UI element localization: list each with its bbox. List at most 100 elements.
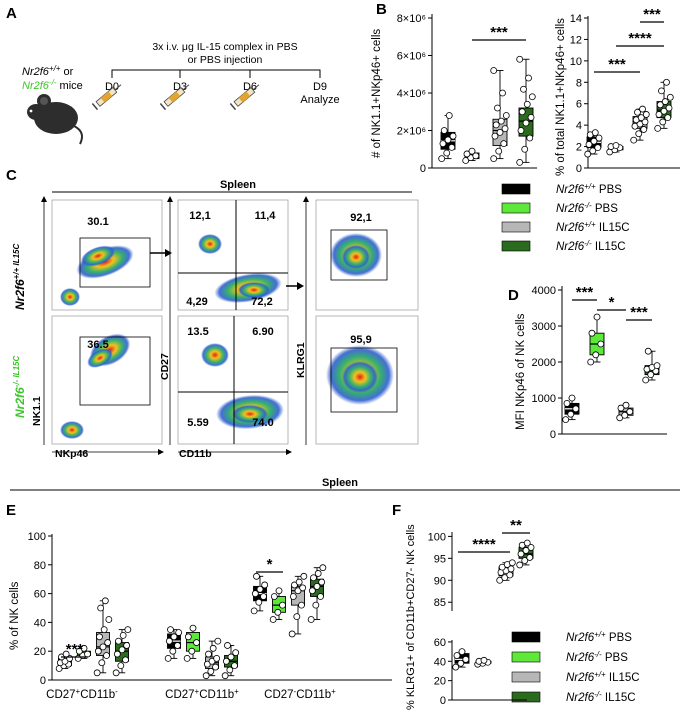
data-point <box>122 656 129 664</box>
data-point <box>664 114 672 122</box>
data-point <box>521 557 529 564</box>
legend-treatment: PBS <box>592 203 619 215</box>
data-point <box>307 616 315 623</box>
legend-gene: Nr2f6 <box>556 203 585 215</box>
data-point <box>448 143 456 151</box>
gate-arrow-head <box>165 249 172 257</box>
y-tick-label: 85 <box>434 597 446 609</box>
data-point <box>626 408 634 416</box>
data-point <box>501 125 509 133</box>
data-point <box>103 652 110 659</box>
data-point <box>98 659 106 667</box>
panel-label-d: D <box>508 287 519 304</box>
data-point <box>654 124 662 132</box>
axis-arrow-head <box>286 449 292 455</box>
gate-box <box>330 229 388 281</box>
data-point <box>313 583 321 590</box>
data-point <box>522 119 530 127</box>
data-point <box>124 626 132 633</box>
data-point <box>572 405 580 413</box>
data-point <box>318 578 326 586</box>
data-point <box>568 394 576 402</box>
legend-treatment: PBS <box>596 184 623 196</box>
data-point <box>635 130 643 138</box>
legend-swatch <box>501 183 531 195</box>
data-point <box>275 587 283 595</box>
category-part: - <box>294 687 297 696</box>
data-point <box>653 362 661 370</box>
data-point <box>516 561 524 569</box>
data-point <box>492 121 500 129</box>
gate-value: 72,2 <box>251 296 272 308</box>
data-point <box>119 631 127 639</box>
data-point <box>637 114 645 122</box>
data-point <box>517 550 525 558</box>
y-tick-label: 0 <box>550 429 556 441</box>
data-point <box>491 132 499 140</box>
data-point <box>562 416 570 424</box>
data-point <box>525 74 532 82</box>
data-point <box>634 108 641 116</box>
data-point <box>661 98 669 105</box>
data-point <box>508 559 516 567</box>
data-point <box>205 650 212 658</box>
data-point <box>597 340 605 348</box>
category-part: CD11b <box>199 689 234 701</box>
legend-label: Nr2f6+/+ IL15C <box>556 220 630 234</box>
legend-genotype: +/+ <box>594 630 606 639</box>
data-point <box>443 149 451 157</box>
data-point <box>319 564 327 572</box>
axis-arrow-head <box>158 449 164 455</box>
data-point <box>300 572 308 580</box>
data-point <box>308 587 316 595</box>
y-tick-label: 100 <box>428 531 446 543</box>
significance-label: ** <box>510 517 522 534</box>
data-point <box>209 644 217 652</box>
y-tick-label: 2×10⁶ <box>397 126 426 138</box>
data-point <box>449 132 457 140</box>
y-axis-label: % KLRG1+ of CD11b+CD27- NK cells <box>405 524 417 710</box>
category-part: CD11b <box>80 689 115 701</box>
data-point <box>490 67 498 74</box>
density-blob <box>80 245 116 267</box>
data-point <box>438 155 446 163</box>
data-point <box>527 113 535 121</box>
axis-cd27: CD27 <box>159 353 171 380</box>
data-point <box>97 604 105 612</box>
data-point <box>227 653 235 661</box>
data-point <box>521 145 529 153</box>
legend-label: Nr2f6+/+ IL15C <box>566 670 640 684</box>
data-point <box>115 637 122 645</box>
gate-value: 92,1 <box>350 212 371 224</box>
data-point <box>660 107 668 115</box>
analyze-label: Analyze <box>300 94 339 106</box>
data-point <box>232 649 240 657</box>
data-point <box>170 633 178 641</box>
data-point <box>516 55 524 63</box>
category-part: CD27 <box>46 689 75 701</box>
data-point <box>255 598 263 606</box>
data-point <box>497 117 505 125</box>
data-point <box>655 111 663 118</box>
axis-klrg1: KLRG1 <box>295 342 307 378</box>
data-point <box>250 607 258 615</box>
category-part: + <box>234 687 239 696</box>
category-part: + <box>331 687 336 696</box>
mouse-label-ko: Nr2f6-/- mice <box>22 78 83 92</box>
panel-a-title-1: 3x i.v. μg IL-15 complex in PBS <box>152 41 297 53</box>
density-blob <box>232 405 268 423</box>
legend-genotype: -/- <box>594 650 602 659</box>
legend-treatment: PBS <box>606 632 633 644</box>
data-point <box>310 574 317 582</box>
data-point <box>256 585 264 593</box>
y-tick-label: 2000 <box>532 357 556 369</box>
legend-treatment: PBS <box>602 652 629 664</box>
row1-label: Nr2f6+/+ IL15C <box>12 244 27 310</box>
spleen-title-c: Spleen <box>220 179 256 191</box>
data-point <box>523 100 531 108</box>
data-point <box>472 152 480 160</box>
